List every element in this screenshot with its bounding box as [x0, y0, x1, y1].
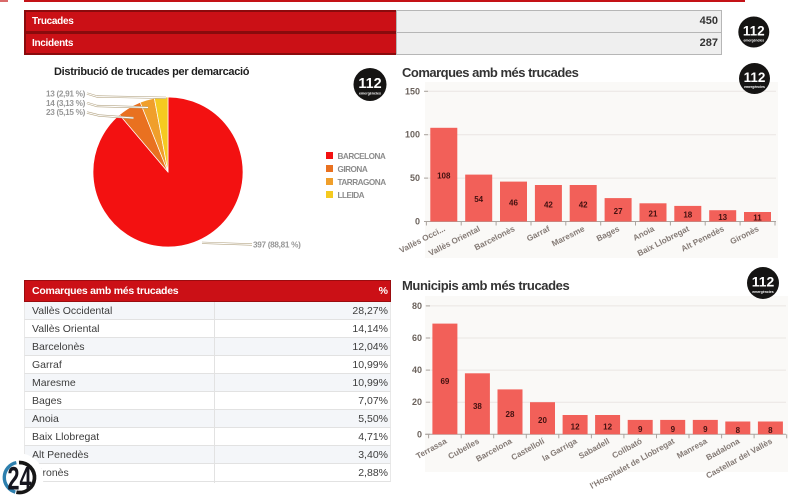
svg-text:emergències: emergències — [744, 85, 765, 89]
svg-text:108: 108 — [437, 172, 451, 181]
svg-text:20: 20 — [538, 416, 547, 425]
svg-text:LLEIDA: LLEIDA — [338, 191, 365, 200]
svg-text:42: 42 — [579, 200, 588, 209]
svg-text:112: 112 — [358, 76, 381, 92]
svg-text:9: 9 — [703, 425, 708, 434]
svg-text:46: 46 — [509, 199, 518, 208]
svg-text:11: 11 — [753, 214, 762, 223]
svg-text:28: 28 — [506, 410, 515, 419]
svg-text:BARCELONA: BARCELONA — [338, 152, 386, 161]
svg-text:0: 0 — [417, 429, 422, 439]
svg-text:14 (3,13 %): 14 (3,13 %) — [46, 99, 86, 108]
svg-text:27: 27 — [614, 207, 623, 216]
svg-text:40: 40 — [412, 365, 422, 375]
svg-text:12: 12 — [603, 423, 612, 432]
svg-text:GIRONA: GIRONA — [338, 165, 368, 174]
svg-text:emergències: emergències — [359, 92, 381, 96]
svg-text:80: 80 — [412, 301, 422, 311]
svg-text:397 (88,81 %): 397 (88,81 %) — [253, 241, 301, 250]
svg-text:38: 38 — [473, 402, 482, 411]
svg-text:9: 9 — [638, 425, 643, 434]
svg-text:8: 8 — [736, 426, 741, 435]
svg-text:TARRAGONA: TARRAGONA — [338, 178, 387, 187]
svg-text:54: 54 — [474, 195, 483, 204]
svg-text:21: 21 — [649, 209, 658, 218]
svg-text:18: 18 — [683, 211, 692, 220]
svg-text:69: 69 — [440, 377, 449, 386]
svg-text:8: 8 — [768, 426, 773, 435]
svg-text:24: 24 — [8, 461, 32, 496]
svg-text:112: 112 — [743, 24, 765, 39]
svg-text:60: 60 — [412, 333, 422, 343]
svg-text:50: 50 — [410, 173, 420, 183]
svg-text:9: 9 — [671, 425, 676, 434]
svg-text:112: 112 — [752, 274, 775, 290]
svg-text:112: 112 — [744, 70, 766, 85]
svg-text:150: 150 — [405, 86, 420, 96]
svg-text:emergències: emergències — [752, 290, 773, 294]
svg-text:42: 42 — [544, 200, 553, 209]
svg-text:13: 13 — [718, 213, 727, 222]
svg-text:0: 0 — [415, 217, 420, 227]
svg-text:13 (2,91 %): 13 (2,91 %) — [46, 90, 86, 99]
svg-text:23 (5,15 %): 23 (5,15 %) — [46, 108, 86, 117]
svg-text:emergències: emergències — [743, 39, 764, 43]
svg-text:12: 12 — [571, 423, 580, 432]
svg-text:100: 100 — [405, 130, 420, 140]
svg-text:20: 20 — [412, 397, 422, 407]
